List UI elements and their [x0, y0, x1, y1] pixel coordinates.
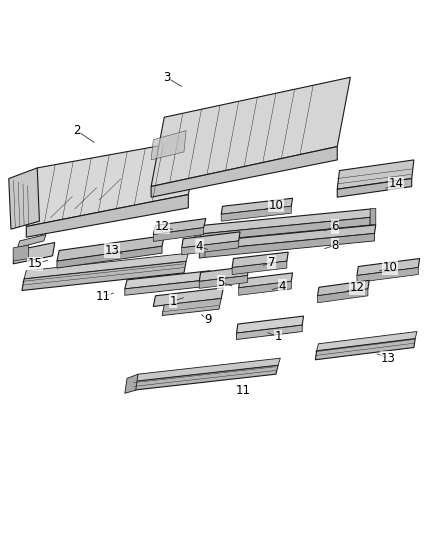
Polygon shape	[357, 268, 418, 282]
Polygon shape	[151, 147, 337, 197]
Polygon shape	[357, 259, 420, 276]
Text: 11: 11	[236, 384, 251, 397]
Text: 13: 13	[104, 244, 119, 257]
Polygon shape	[239, 281, 291, 295]
Text: 2: 2	[73, 124, 81, 137]
Text: 4: 4	[279, 280, 286, 293]
Polygon shape	[195, 217, 370, 242]
Polygon shape	[199, 241, 205, 258]
Text: 5: 5	[218, 276, 225, 289]
Polygon shape	[237, 325, 302, 340]
Polygon shape	[315, 338, 415, 360]
Polygon shape	[232, 252, 288, 268]
Polygon shape	[136, 358, 280, 381]
Polygon shape	[153, 288, 223, 306]
Polygon shape	[182, 232, 240, 248]
Polygon shape	[9, 168, 39, 229]
Polygon shape	[162, 298, 221, 316]
Polygon shape	[370, 208, 376, 225]
Polygon shape	[318, 289, 368, 303]
Polygon shape	[151, 131, 186, 160]
Text: 4: 4	[195, 240, 203, 253]
Polygon shape	[24, 253, 188, 279]
Text: 7: 7	[268, 256, 276, 269]
Text: 10: 10	[268, 199, 283, 212]
Polygon shape	[221, 198, 293, 214]
Polygon shape	[318, 280, 369, 296]
Text: 3: 3	[163, 71, 170, 84]
Polygon shape	[153, 228, 204, 241]
Polygon shape	[125, 271, 210, 289]
Polygon shape	[317, 332, 417, 351]
Polygon shape	[26, 139, 199, 227]
Text: 11: 11	[95, 290, 110, 303]
Polygon shape	[151, 77, 350, 187]
Polygon shape	[22, 261, 186, 290]
Polygon shape	[337, 160, 414, 189]
Text: 1: 1	[274, 330, 282, 343]
Text: 12: 12	[350, 281, 364, 294]
Polygon shape	[125, 280, 208, 295]
Text: 10: 10	[382, 261, 397, 274]
Text: 1: 1	[169, 295, 177, 308]
Polygon shape	[337, 179, 412, 197]
Polygon shape	[182, 241, 239, 255]
Text: 12: 12	[155, 220, 170, 233]
Polygon shape	[195, 209, 371, 235]
Polygon shape	[221, 206, 291, 221]
Text: 13: 13	[380, 352, 395, 365]
Polygon shape	[239, 273, 293, 288]
Text: 14: 14	[389, 177, 404, 190]
Polygon shape	[57, 246, 162, 268]
Text: 15: 15	[28, 257, 42, 270]
Polygon shape	[134, 365, 278, 390]
Text: 6: 6	[331, 220, 339, 233]
Polygon shape	[153, 219, 206, 235]
Polygon shape	[199, 233, 374, 258]
Polygon shape	[195, 225, 201, 242]
Polygon shape	[232, 261, 287, 274]
Polygon shape	[199, 276, 247, 288]
Polygon shape	[18, 235, 46, 248]
Polygon shape	[237, 316, 304, 333]
Text: 9: 9	[204, 313, 212, 326]
Polygon shape	[13, 245, 28, 261]
Polygon shape	[199, 225, 376, 251]
Polygon shape	[13, 243, 55, 264]
Polygon shape	[26, 195, 188, 237]
Polygon shape	[199, 266, 249, 281]
Polygon shape	[57, 236, 164, 261]
Text: 8: 8	[332, 239, 339, 252]
Polygon shape	[125, 374, 138, 393]
